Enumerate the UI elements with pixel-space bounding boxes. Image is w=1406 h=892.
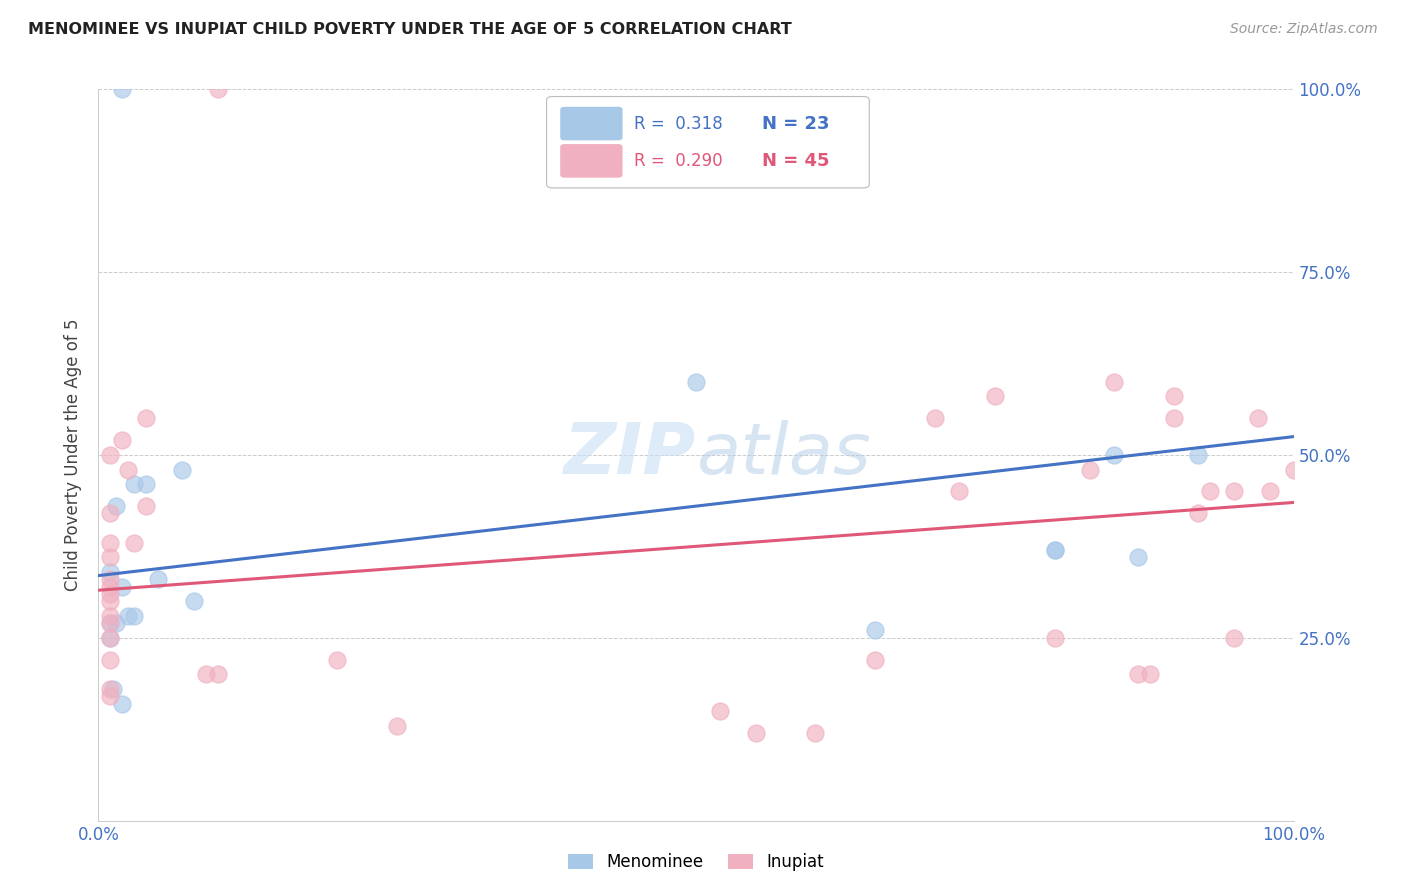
Point [105, 616, 128, 631]
Point [1198, 484, 1220, 499]
Point [98, 565, 122, 579]
Point [863, 653, 887, 667]
Point [1043, 543, 1066, 558]
Point [124, 608, 146, 623]
Point [135, 477, 157, 491]
Point [124, 477, 146, 491]
Point [172, 462, 194, 476]
Point [98, 608, 122, 623]
Point [1080, 462, 1102, 476]
Point [207, 667, 229, 681]
Point [183, 594, 205, 608]
Point [111, 697, 134, 711]
Point [98, 653, 122, 667]
Point [98, 631, 122, 645]
Point [1258, 484, 1281, 499]
Point [111, 434, 134, 448]
Point [385, 718, 409, 732]
Point [124, 535, 146, 549]
Point [117, 462, 139, 476]
Text: atlas: atlas [696, 420, 870, 490]
Point [1282, 462, 1305, 476]
Point [1222, 631, 1246, 645]
Point [326, 653, 349, 667]
Point [98, 681, 122, 696]
Point [111, 580, 134, 594]
Text: R =  0.318: R = 0.318 [634, 114, 723, 133]
Point [1246, 411, 1268, 425]
Point [1163, 411, 1185, 425]
Point [98, 507, 122, 521]
Point [101, 681, 124, 696]
Point [745, 726, 768, 740]
Point [98, 572, 122, 586]
Point [207, 82, 229, 96]
Text: R =  0.290: R = 0.290 [634, 152, 723, 169]
Text: N = 23: N = 23 [762, 114, 830, 133]
Point [1128, 550, 1150, 565]
Point [98, 448, 122, 462]
Point [863, 624, 887, 638]
Point [1043, 543, 1066, 558]
Point [709, 704, 731, 718]
Point [98, 631, 122, 645]
Point [924, 411, 946, 425]
Point [194, 667, 218, 681]
Text: MENOMINEE VS INUPIAT CHILD POVERTY UNDER THE AGE OF 5 CORRELATION CHART: MENOMINEE VS INUPIAT CHILD POVERTY UNDER… [28, 22, 792, 37]
Text: Source: ZipAtlas.com: Source: ZipAtlas.com [1230, 22, 1378, 37]
Point [105, 499, 128, 513]
Point [1102, 448, 1125, 462]
Point [685, 375, 707, 389]
Point [98, 690, 122, 704]
Point [98, 580, 122, 594]
Point [111, 82, 134, 96]
Point [1187, 448, 1209, 462]
Point [98, 535, 122, 549]
Point [1187, 507, 1209, 521]
Text: N = 45: N = 45 [762, 152, 830, 169]
Point [98, 616, 122, 631]
Legend: Menominee, Inupiat: Menominee, Inupiat [561, 847, 831, 878]
Point [135, 411, 157, 425]
Point [117, 608, 139, 623]
FancyBboxPatch shape [561, 145, 621, 177]
Point [804, 726, 827, 740]
Point [948, 484, 970, 499]
Point [148, 572, 170, 586]
Point [1163, 389, 1185, 403]
Point [98, 594, 122, 608]
Text: ZIP: ZIP [564, 420, 696, 490]
FancyBboxPatch shape [547, 96, 869, 188]
Point [1128, 667, 1150, 681]
FancyBboxPatch shape [561, 108, 621, 140]
Point [1102, 375, 1125, 389]
Point [98, 587, 122, 601]
Point [135, 499, 157, 513]
Point [98, 616, 122, 631]
Point [1222, 484, 1246, 499]
Point [984, 389, 1007, 403]
Point [98, 550, 122, 565]
Y-axis label: Child Poverty Under the Age of 5: Child Poverty Under the Age of 5 [65, 318, 83, 591]
Point [1043, 631, 1066, 645]
Point [1139, 667, 1161, 681]
